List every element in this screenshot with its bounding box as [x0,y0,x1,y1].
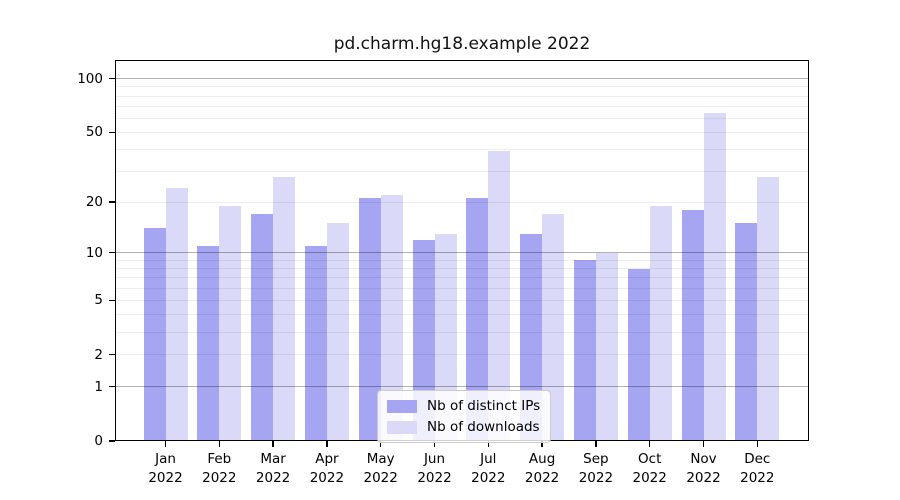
plot-area: Nb of distinct IPs Nb of downloads 0 1 2 5 1… [77,60,809,486]
y-axis-tick-label: 0 [94,433,103,449]
y-axis-tick-label: 1 [94,378,103,395]
x-axis-tick [595,441,597,447]
x-axis-tick [218,441,220,447]
x-axis-tick-label: Oct 2022 [632,451,667,486]
grid-line [115,95,809,97]
y-axis-tick-label: 20 [85,194,103,211]
y-axis-tick [109,440,115,442]
grid-line [115,259,809,261]
y-axis-tick-label: 10 [85,244,103,261]
bar-downloads [273,176,296,441]
x-axis-tick [164,441,167,447]
bar-downloads [165,188,188,441]
bar-distinct-ips [466,198,489,441]
bar-distinct-ips [520,233,543,441]
legend-swatch-distinct-ips [387,399,417,413]
bar-downloads [434,233,457,441]
grid-line [115,117,809,119]
x-axis-tick [649,441,651,447]
bar-downloads [649,205,672,441]
grid-line [115,149,809,150]
grid-line [115,170,809,172]
y-axis-tick-label: 2 [94,346,103,363]
x-axis-tick-label: May 2022 [363,451,398,486]
bar-downloads [595,252,618,441]
legend-label-distinct-ips: Nb of distinct IPs [427,398,541,414]
bar-downloads [488,151,511,441]
bar-distinct-ips [251,214,274,441]
y-axis-tick [109,201,115,203]
y-axis-tick-label: 50 [85,124,103,141]
x-axis-tick-label: Mar 2022 [255,451,291,486]
bar-distinct-ips [627,268,650,441]
x-axis-tick-label: Apr 2022 [309,451,345,486]
y-axis-tick [109,299,115,302]
bar-distinct-ips [143,228,166,441]
grid-line [115,78,809,80]
x-axis-tick-label: Jun 2022 [417,451,452,486]
bar-distinct-ips [304,245,327,441]
grid-line [115,299,809,301]
grid-line [115,252,809,254]
grid-line [115,268,809,270]
legend-entry-downloads: Nb of downloads [387,419,540,435]
y-axis-tick [109,252,115,254]
grid-line [115,287,809,289]
bar-distinct-ips [573,260,596,441]
grid-line [115,386,809,388]
y-axis-tick [109,385,115,388]
bar-distinct-ips [358,198,381,441]
x-axis-tick-label: Nov 2022 [686,451,721,486]
bar-downloads [542,214,565,441]
x-axis-tick-label: Sep 2022 [578,451,614,486]
x-axis-tick-label: Aug 2022 [524,451,560,486]
x-axis-tick [541,441,543,447]
grid-line [115,314,809,316]
grid-line [115,105,809,107]
y-axis-tick-label: 100 [77,70,103,87]
grid-line [115,131,809,133]
bar-downloads [326,223,349,441]
grid-line [115,277,809,279]
y-axis-tick [109,78,115,80]
bar-distinct-ips [681,209,704,441]
bar-downloads [380,194,403,441]
bar-downloads [757,176,780,441]
x-axis-tick-label: Dec 2022 [740,451,775,486]
x-axis-tick [433,441,436,447]
x-axis-tick [756,441,758,447]
x-axis-tick [702,441,705,447]
x-axis-tick-label: Jul 2022 [471,451,506,486]
x-axis-tick-label: Jan 2022 [148,451,183,486]
bar-downloads [219,205,242,441]
grid-line [115,331,809,333]
y-axis-tick [109,354,115,356]
legend-swatch-downloads [387,420,417,434]
legend-label-downloads: Nb of downloads [427,419,540,435]
x-axis-tick [272,441,274,447]
legend: Nb of distinct IPs Nb of downloads [377,390,552,443]
grid-line [115,201,809,203]
legend-entry-distinct-ips: Nb of distinct IPs [387,398,540,414]
x-axis-tick [380,441,382,447]
grid-line [115,86,809,88]
chart-title: pd.charm.hg18.example 2022 [333,34,591,54]
bar-downloads [703,113,726,441]
y-axis-tick [109,131,115,134]
bar-distinct-ips [197,245,220,441]
x-axis-tick-label: Feb 2022 [202,451,237,486]
grid-line [115,354,809,356]
x-axis-tick [487,441,489,447]
x-axis-tick [326,441,328,447]
bar-distinct-ips [735,223,758,441]
y-axis-tick-label: 5 [94,292,103,309]
